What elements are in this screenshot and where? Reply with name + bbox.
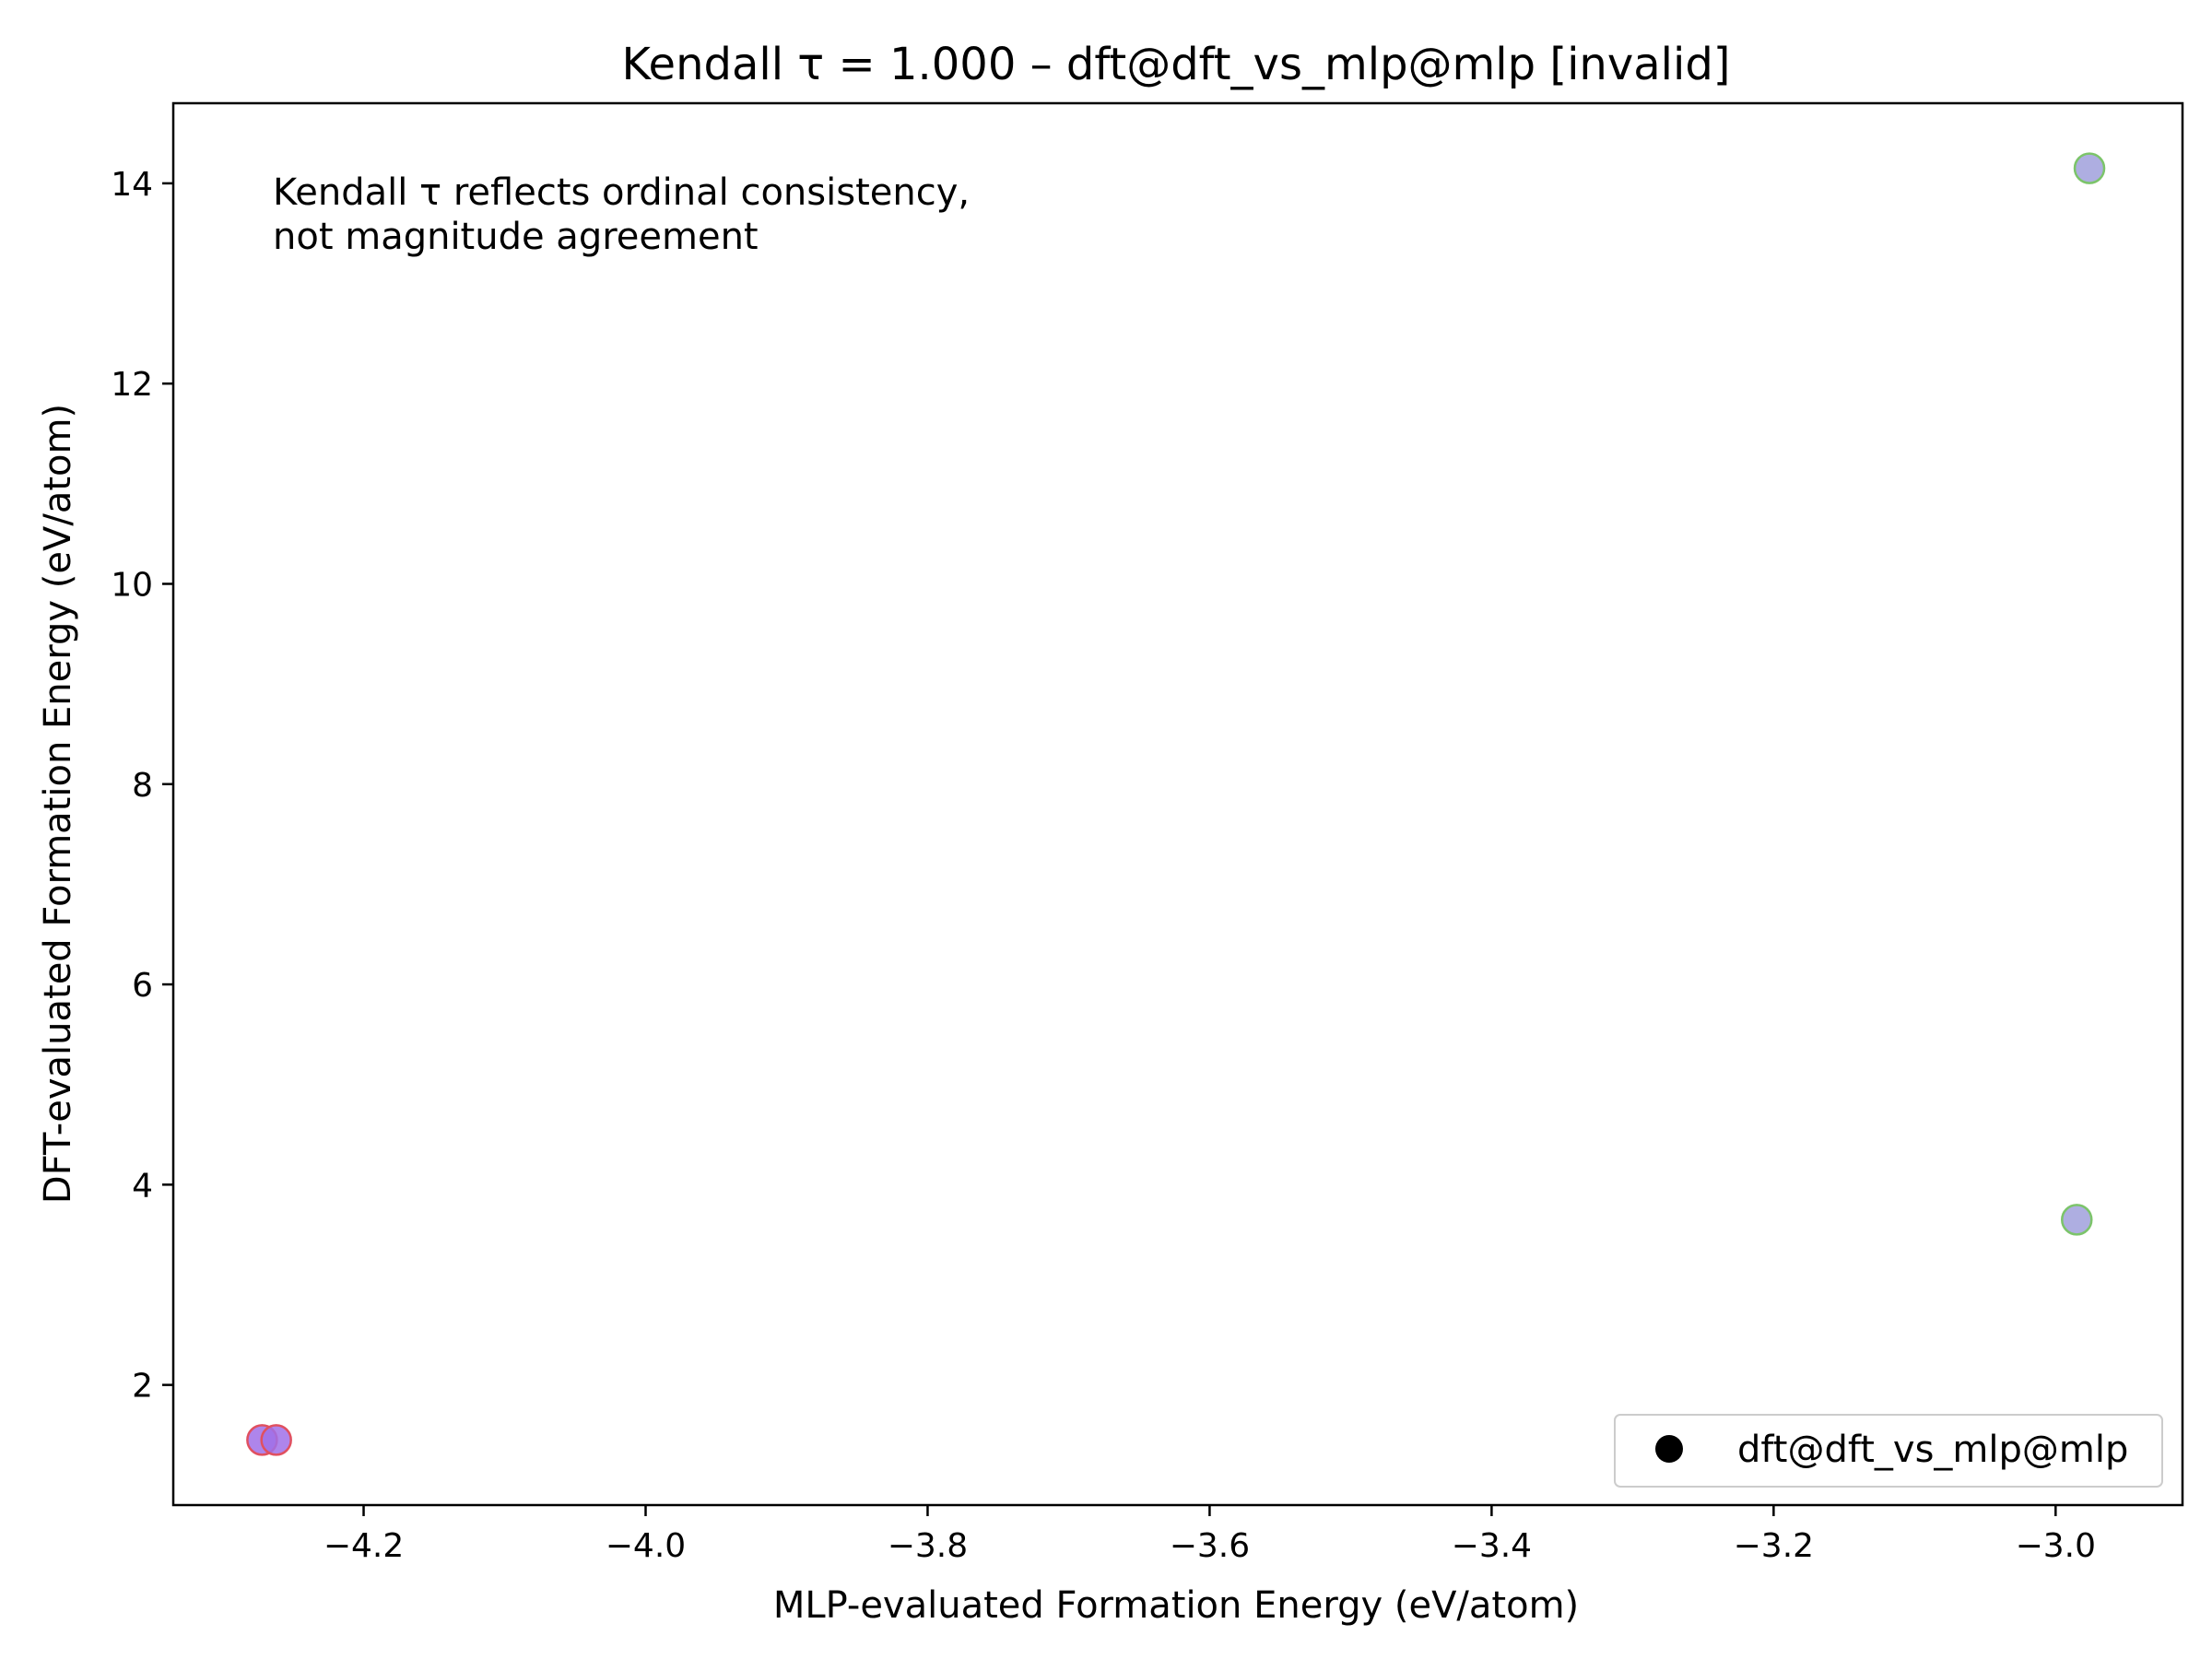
plot-area-frame — [171, 101, 2184, 1507]
x-axis-ticks: −4.2 −4.0 −3.8 −3.6 −3.4 −3.2 −3.0 — [324, 1505, 2096, 1565]
x-tick-label: −3.2 — [1734, 1527, 1814, 1565]
legend-label: dft@dft_vs_mlp@mlp — [1737, 1429, 2128, 1471]
chart-title: Kendall τ = 1.000 – dft@dft_vs_mlp@mlp [… — [621, 39, 1730, 90]
annotation-line-1: Kendall τ reflects ordinal consistency, — [273, 171, 970, 214]
x-tick-label: −3.0 — [2016, 1527, 2096, 1565]
y-tick-label: 10 — [111, 566, 153, 604]
legend: dft@dft_vs_mlp@mlp — [1614, 1414, 2163, 1488]
y-tick-label: 14 — [111, 166, 153, 204]
x-tick-label: −3.8 — [888, 1527, 968, 1565]
y-axis-ticks: 2 4 6 8 10 12 14 — [111, 166, 173, 1406]
x-tick-label: −4.0 — [606, 1527, 686, 1565]
x-tick-label: −3.6 — [1170, 1527, 1250, 1565]
annotation-line-2: not magnitude agreement — [273, 216, 759, 258]
x-axis-label: MLP-evaluated Formation Energy (eV/atom) — [773, 1584, 1579, 1627]
y-tick-label: 4 — [132, 1167, 153, 1205]
y-tick-label: 6 — [132, 967, 153, 1005]
scatter-points — [246, 152, 2106, 1456]
data-point — [2073, 152, 2106, 184]
y-tick-label: 2 — [132, 1368, 153, 1406]
data-point — [2061, 1204, 2093, 1236]
x-tick-label: −3.4 — [1452, 1527, 1532, 1565]
y-axis-label: DFT-evaluated Formation Energy (eV/atom) — [37, 404, 79, 1204]
y-tick-label: 8 — [132, 767, 153, 805]
y-tick-label: 12 — [111, 366, 153, 404]
annotation: Kendall τ reflects ordinal consistency, … — [273, 171, 970, 258]
x-tick-label: −4.2 — [324, 1527, 404, 1565]
data-point — [260, 1424, 292, 1456]
legend-box — [1614, 1414, 2163, 1488]
legend-marker — [1655, 1435, 1683, 1463]
